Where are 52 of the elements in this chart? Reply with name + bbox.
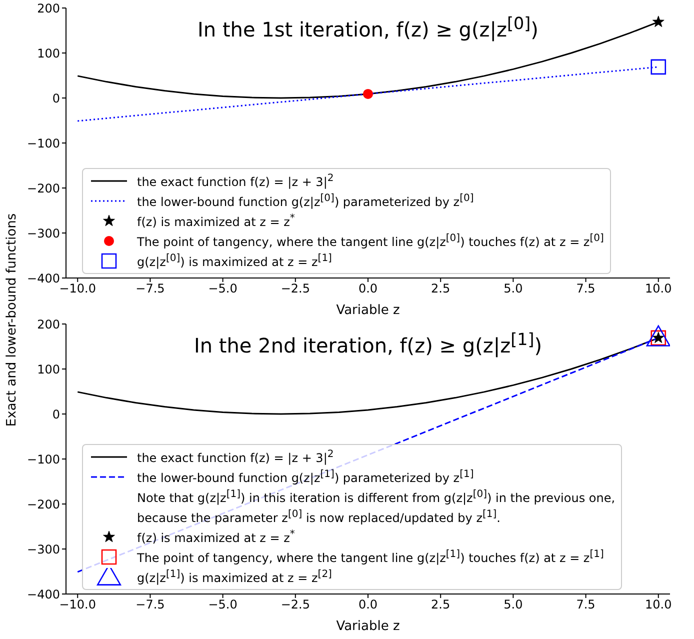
y-tick-label: 200 [37,317,60,332]
y-tick-label: −300 [27,226,60,240]
x-tick-label: 7.5 [576,598,596,612]
legend-label: f(z) is maximized at z = z$^{*}$ [137,213,295,229]
legend-label: The point of tangency, where the tangent line g(z|z$^{[0]}$) touches f(z) at z = z$^{[0]}$ [137,233,604,249]
y-tick-label: 200 [37,1,60,16]
x-tick-label: −7.5 [136,282,165,296]
legend-label: the lower-bound function g(z|z$^{[0]}$) parameterized by z$^{[0]}$ [137,193,474,209]
chart-title: In the 2nd iteration, f(z) ≥ g(z|z$^{[1]}$) [192,330,544,358]
x-tick-label: −7.5 [136,598,165,612]
y-tick-label: −400 [27,587,60,602]
legend-label: The point of tangency, where the tangent line g(z|z$^{[1]}$) touches f(z) at z = z$^{[1]}$ [137,549,604,565]
y-tick-label: −200 [27,497,60,512]
y-tick-label: 0 [52,407,60,422]
x-tick-label: 0.0 [358,282,378,296]
x-tick-label: −5.0 [208,598,238,612]
x-axis-title: Variable z [336,303,400,318]
annotation: because the parameter z$^{[0]}$ is now replaced/updated by z$^{[1]}$. [137,509,500,525]
legend-label: f(z) is maximized at z = z$^{*}$ [137,529,295,545]
x-tick-label: −10.0 [59,598,96,612]
y-tick-label: −100 [27,452,60,466]
y-tick-label: 0 [52,91,60,106]
x-tick-label: 10.0 [645,282,672,296]
chart-title: In the 1st iteration, f(z) ≥ g(z|z$^{[0]}$) [196,14,540,42]
x-tick-label: 10.0 [645,598,672,612]
legend-label: the lower-bound function g(z|z$^{[1]}$) parameterized by z$^{[1]}$ [137,469,474,485]
y-tick-label: −400 [27,271,60,286]
x-tick-label: 2.5 [431,282,450,296]
y-tick-label: −300 [27,542,60,556]
y-axis-title: Exact and lower-bound functions [4,213,20,427]
y-tick-label: −200 [27,181,60,196]
x-tick-label: −10.0 [59,282,96,296]
legend-label: g(z|z$^{[1]}$) is maximized at z = z$^{[2]}$ [137,569,332,585]
x-tick-label: 5.0 [504,598,523,612]
x-tick-label: −2.5 [280,598,310,612]
x-tick-label: 5.0 [504,282,523,296]
point [652,16,664,28]
legend-label: the exact function f(z) = |z + 3|$^{2}$ [137,173,334,189]
y-tick-label: 100 [37,362,60,376]
y-tick-label: −100 [27,136,60,150]
x-tick-label: 7.5 [576,282,596,296]
y-tick-label: 100 [37,46,60,60]
legend-label: g(z|z$^{[0]}$) is maximized at z = z$^{[1]}$ [137,253,332,269]
x-tick-label: −2.5 [280,282,310,296]
legend-label: the exact function f(z) = |z + 3|$^{2}$ [137,449,334,465]
point [650,59,666,75]
point [363,88,373,99]
x-tick-label: 0.0 [358,598,378,612]
x-tick-label: −5.0 [208,282,238,296]
x-axis-title: Variable z [336,619,400,634]
x-tick-label: 2.5 [431,598,450,612]
annotation: Note that g(z|z$^{[1]}$) in this iteration is different from g(z|z$^{[0]}$) in the previous one, [137,489,616,505]
